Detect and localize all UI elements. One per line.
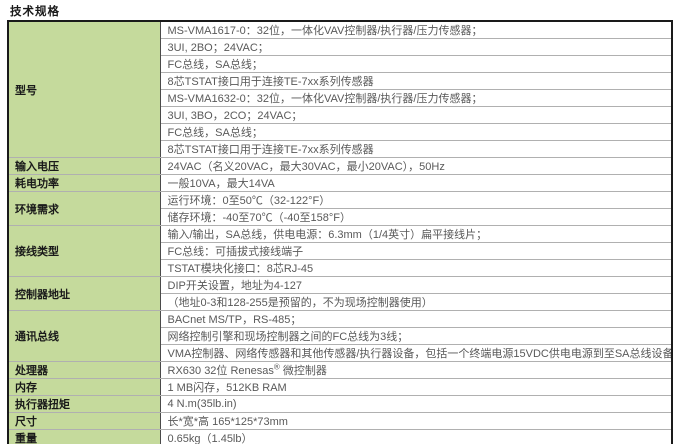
table-row: 通讯总线 BACnet MS/TP，RS-485； — [8, 310, 672, 362]
table-row: 3UI, 3BO，2CO；24VAC； — [8, 106, 672, 124]
table-row: 执行器扭矩 4 N.m(35lb.in) — [8, 395, 672, 413]
spec-label-0: 型号 — [8, 21, 161, 158]
table-row: 储存环境：-40至70℃（-40至158°F） — [8, 208, 672, 226]
table-row: VMA控制器、网络传感器和其他传感器/执行器设备，包括一个终端电源15VDC供电… — [8, 344, 672, 362]
table-row: 型号 MS-VMA1617-0：32位，一体化VAV控制器/执行器/压力传感器； — [8, 21, 672, 158]
spec-value-0-4: MS-VMA1632-0：32位，一体化VAV控制器/执行器/压力传感器； — [160, 89, 672, 107]
spec-value-1-0: 24VAC（名义20VAC，最大30VAC，最小20VAC），50Hz — [160, 157, 672, 175]
table-row: TSTAT模块化接口：8芯RJ-45 — [8, 259, 672, 277]
table-row: 输入电压 24VAC（名义20VAC，最大30VAC，最小20VAC），50Hz — [8, 157, 672, 175]
spec-value-6-2: VMA控制器、网络传感器和其他传感器/执行器设备，包括一个终端电源15VDC供电… — [160, 344, 672, 362]
spec-value-0-3: 8芯TSTAT接口用于连接TE-7xx系列传感器 — [160, 72, 672, 90]
spec-value-3-1: 储存环境：-40至70℃（-40至158°F） — [160, 208, 672, 226]
spec-label-4: 接线类型 — [8, 225, 161, 277]
table-row: 3UI, 2BO；24VAC； — [8, 38, 672, 56]
table-row: 8芯TSTAT接口用于连接TE-7xx系列传感器 — [8, 140, 672, 158]
table-row: 8芯TSTAT接口用于连接TE-7xx系列传感器 — [8, 72, 672, 90]
spec-value-0-1: 3UI, 2BO；24VAC； — [160, 38, 672, 56]
spec-label-8: 内存 — [8, 378, 161, 396]
spec-value-0-2: FC总线，SA总线； — [160, 55, 672, 73]
spec-value-4-0: 输入/输出，SA总线，供电电源：6.3mm（1/4英寸）扁平接线片； — [160, 225, 672, 243]
spec-label-7: 处理器 — [8, 361, 161, 379]
spec-value-0-5: 3UI, 3BO，2CO；24VAC； — [160, 106, 672, 124]
table-row: （地址0-3和128-255是预留的，不为现场控制器使用） — [8, 293, 672, 311]
spec-value-5-1: （地址0-3和128-255是预留的，不为现场控制器使用） — [160, 293, 672, 311]
spec-label-10: 尺寸 — [8, 412, 161, 430]
spec-label-2: 耗电功率 — [8, 174, 161, 192]
table-row: 接线类型 输入/输出，SA总线，供电电源：6.3mm（1/4英寸）扁平接线片； — [8, 225, 672, 277]
table-row: FC总线，SA总线； — [8, 123, 672, 141]
spec-value-8-0: 1 MB闪存，512KB RAM — [160, 378, 672, 396]
table-row: 重量 0.65kg（1.45lb） — [8, 429, 672, 444]
spec-value-11-0: 0.65kg（1.45lb） — [160, 429, 672, 444]
table-row: 控制器地址 DIP开关设置，地址为4-127 — [8, 276, 672, 311]
spec-label-11: 重量 — [8, 429, 161, 444]
spec-value-6-0: BACnet MS/TP，RS-485； — [160, 310, 672, 328]
spec-label-9: 执行器扭矩 — [8, 395, 161, 413]
spec-value-4-2: TSTAT模块化接口：8芯RJ-45 — [160, 259, 672, 277]
table-row: 耗电功率 一般10VA，最大14VA — [8, 174, 672, 192]
table-row: 尺寸 长*宽*高 165*125*73mm — [8, 412, 672, 430]
spec-value-10-0: 长*宽*高 165*125*73mm — [160, 412, 672, 430]
table-row: 环境需求 运行环境：0至50℃（32-122°F） — [8, 191, 672, 226]
spec-value-5-0: DIP开关设置，地址为4-127 — [160, 276, 672, 294]
spec-value-2-0: 一般10VA，最大14VA — [160, 174, 672, 192]
spec-value-0-7: 8芯TSTAT接口用于连接TE-7xx系列传感器 — [160, 140, 672, 158]
spec-value-9-0: 4 N.m(35lb.in) — [160, 395, 672, 413]
table-row: FC总线：可插拔式接线端子 — [8, 242, 672, 260]
page-title: 技术规格 — [10, 6, 60, 18]
table-row: 网络控制引擎和现场控制器之间的FC总线为3线； — [8, 327, 672, 345]
spec-value-4-1: FC总线：可插拔式接线端子 — [160, 242, 672, 260]
spec-label-3: 环境需求 — [8, 191, 161, 226]
spec-value-0-0: MS-VMA1617-0：32位，一体化VAV控制器/执行器/压力传感器； — [160, 21, 672, 39]
spec-value-3-0: 运行环境：0至50℃（32-122°F） — [160, 191, 672, 209]
spec-value-7-0: RX630 32位 Renesas® 微控制器 — [160, 361, 672, 379]
table-row: 内存 1 MB闪存，512KB RAM — [8, 378, 672, 396]
spec-value-0-6: FC总线，SA总线； — [160, 123, 672, 141]
spec-table: 型号 MS-VMA1617-0：32位，一体化VAV控制器/执行器/压力传感器； 3… — [7, 20, 673, 444]
table-row: MS-VMA1632-0：32位，一体化VAV控制器/执行器/压力传感器； — [8, 89, 672, 107]
spec-table-body: 型号 MS-VMA1617-0：32位，一体化VAV控制器/执行器/压力传感器； 3… — [8, 21, 672, 444]
table-row: FC总线，SA总线； — [8, 55, 672, 73]
table-row: 处理器 RX630 32位 Renesas® 微控制器 — [8, 361, 672, 379]
spec-label-1: 输入电压 — [8, 157, 161, 175]
spec-value-6-1: 网络控制引擎和现场控制器之间的FC总线为3线； — [160, 327, 672, 345]
spec-label-6: 通讯总线 — [8, 310, 161, 362]
spec-label-5: 控制器地址 — [8, 276, 161, 311]
